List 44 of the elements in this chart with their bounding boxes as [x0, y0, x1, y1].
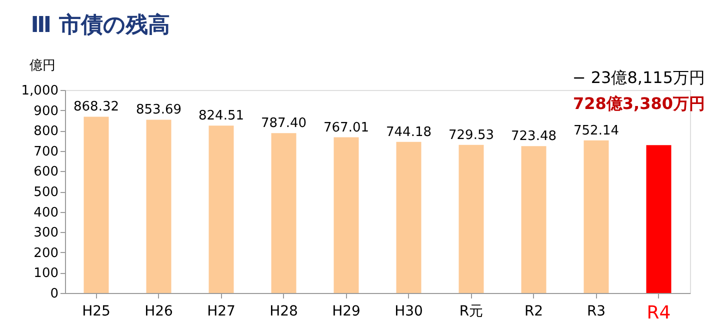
x-tick-label: H25 [82, 304, 110, 320]
y-tick-label: 500 [34, 185, 58, 200]
x-tick-label: R3 [586, 304, 606, 320]
x-tick-label: H28 [270, 304, 298, 320]
y-axis-title: 億円 [30, 58, 56, 74]
bar [334, 137, 359, 293]
data-label: 744.18 [386, 124, 432, 140]
y-tick-label: 900 [34, 104, 58, 119]
y-tick-label: 300 [34, 226, 58, 241]
data-label: 767.01 [324, 120, 369, 136]
y-tick-label: 100 [34, 266, 58, 282]
x-tick-label: R4 [646, 302, 671, 324]
y-tick-label: 800 [34, 124, 58, 140]
x-tick-label: H27 [207, 304, 236, 320]
chart-title: Ⅲ 市債の残高 [30, 12, 170, 38]
x-tick-label: H30 [394, 304, 423, 320]
bar [584, 140, 609, 293]
bar [396, 142, 422, 293]
annotation: 728億3,380万円 [572, 94, 705, 113]
data-label: 752.14 [574, 123, 619, 138]
bar [84, 116, 109, 293]
data-label: 729.53 [448, 128, 494, 143]
text: − 23億8,115万円 [572, 68, 705, 87]
bar [646, 145, 672, 293]
y-tick-label: 1,000 [21, 84, 58, 98]
data-label: 723.48 [511, 129, 556, 144]
bar [521, 146, 546, 293]
bar [271, 133, 296, 293]
bar [208, 126, 234, 293]
data-label: 853.69 [136, 102, 182, 118]
y-tick-label: 0 [50, 286, 58, 302]
y-tick-label: 700 [34, 144, 58, 160]
y-tick-label: 200 [34, 246, 58, 261]
bar [458, 144, 484, 293]
x-tick-label: R2 [524, 304, 544, 320]
data-label: 824.51 [198, 108, 244, 124]
data-label: 787.40 [261, 116, 306, 132]
data-label: 868.32 [74, 100, 119, 115]
x-tick-label: R元 [459, 304, 484, 320]
y-tick-label: 400 [34, 205, 58, 220]
x-tick-label: H29 [332, 304, 360, 320]
x-tick-label: H26 [144, 304, 174, 320]
y-tick-label: 600 [34, 164, 58, 180]
bar [146, 120, 172, 293]
